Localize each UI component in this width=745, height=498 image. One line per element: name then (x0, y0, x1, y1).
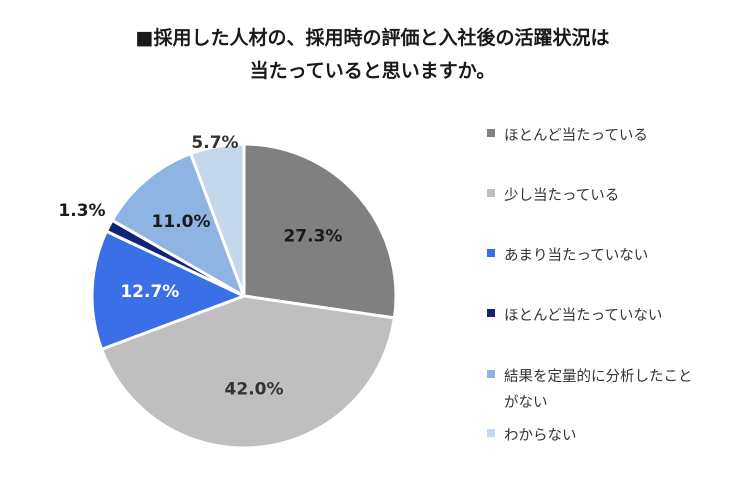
legend-label: あまり当たっていない (504, 248, 649, 264)
legend-label: ほとんど当たっている (504, 128, 648, 144)
pie-slice (189, 142, 246, 298)
slice-value-label: 42.0% (225, 380, 284, 400)
legend-label: わからない (504, 428, 577, 444)
chart-title-line-1: ■採用した人材の、採用時の評価と入社後の活躍状況は (135, 27, 610, 49)
slice-value-label: 1.3% (58, 201, 105, 221)
pie-slice (90, 229, 246, 351)
chart-title: ■採用した人材の、採用時の評価と入社後の活躍状況は 当たっていると思いますか。 (0, 22, 745, 88)
pie-slice (110, 152, 246, 298)
legend-swatch (487, 249, 495, 257)
legend-swatch (487, 370, 495, 378)
legend-swatch (487, 309, 495, 317)
chart-title-line-2: 当たっていると思いますか。 (249, 60, 496, 82)
pie-slice (242, 142, 398, 320)
slice-value-label: 11.0% (152, 212, 211, 232)
legend-swatch (487, 429, 495, 437)
pie-slice (100, 294, 396, 450)
slice-value-label: 27.3% (283, 226, 342, 246)
legend-label: ほとんど当たっていない (504, 308, 663, 324)
legend-swatch (487, 129, 495, 137)
legend-label: 少し当たっている (504, 188, 620, 204)
slice-value-label: 12.7% (120, 282, 179, 302)
slice-value-label: 5.7% (191, 133, 238, 153)
legend-swatch (487, 189, 495, 197)
legend-label: 結果を定量的に分析したことがない (504, 369, 693, 411)
